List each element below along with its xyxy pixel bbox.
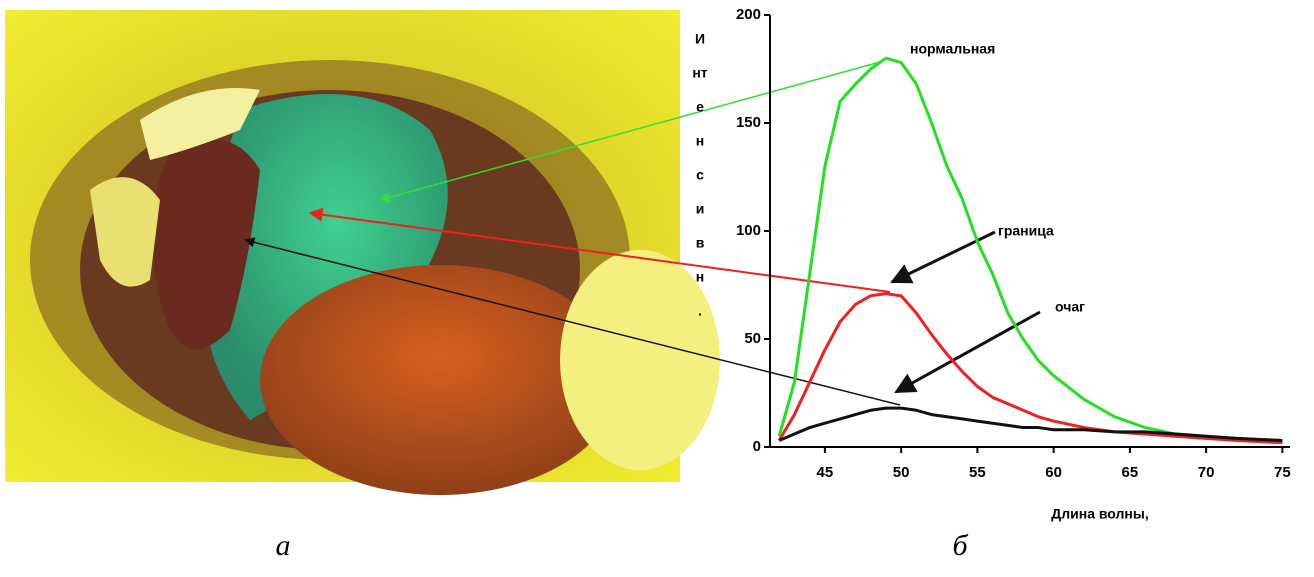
annotation: граница — [998, 223, 1054, 239]
figure: нормальная граница очаг Длина волны, а б… — [0, 0, 1314, 572]
series-line — [779, 58, 1282, 440]
x-tick-label: 55 — [969, 464, 986, 481]
x-tick-label: 70 — [1198, 464, 1215, 481]
y-axis-label: . — [698, 303, 702, 319]
y-axis-label: е — [696, 99, 704, 115]
x-tick-label: 45 — [817, 464, 834, 481]
x-axis-label: Длина волны, — [1051, 506, 1148, 522]
page: нормальная граница очаг Длина волны, а б… — [0, 0, 1314, 577]
x-tick-label: 60 — [1045, 464, 1062, 481]
x-tick-label: 75 — [1274, 464, 1291, 481]
x-tick-label: 65 — [1122, 464, 1139, 481]
y-axis-label: н — [696, 269, 704, 285]
y-tick-label: 150 — [736, 114, 761, 131]
y-axis-label: в — [696, 235, 705, 251]
y-axis-label: нт — [692, 65, 707, 81]
y-tick-label: 200 — [736, 6, 761, 23]
y-tick-label: 50 — [744, 330, 761, 347]
x-tick-label: 50 — [893, 464, 910, 481]
y-tick-label: 0 — [753, 438, 761, 455]
photo — [5, 10, 720, 495]
y-tick-label: 100 — [736, 222, 761, 239]
y-axis-label: И — [695, 31, 705, 47]
y-axis-label: с — [696, 167, 704, 183]
y-axis-label: и — [696, 201, 705, 217]
y-axis-label: н — [696, 133, 704, 149]
annotation: очаг — [1055, 299, 1085, 315]
caption: б — [952, 529, 968, 562]
annotation: нормальная — [910, 41, 995, 57]
caption: а — [276, 529, 291, 562]
